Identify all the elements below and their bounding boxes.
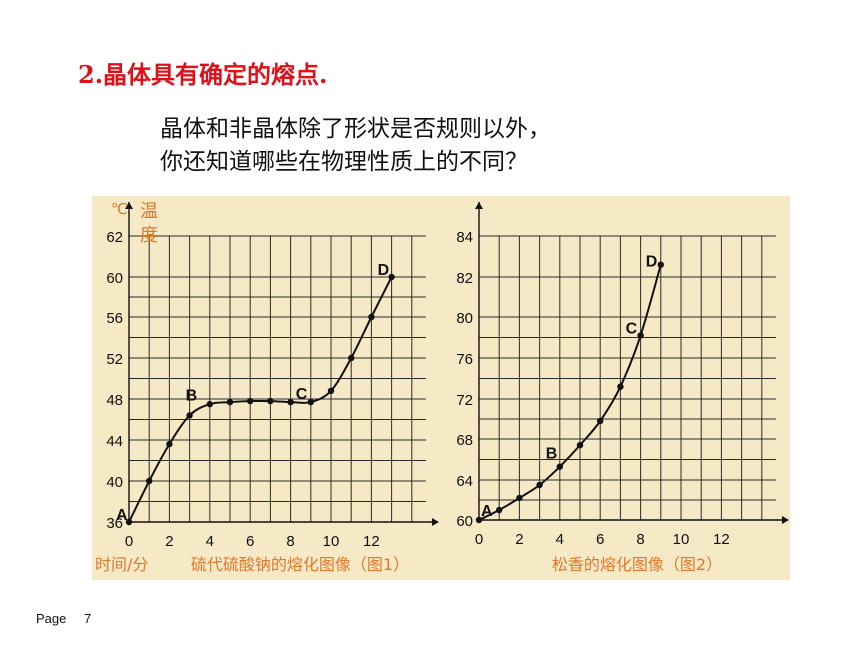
- slide-heading: 2.晶体具有确定的熔点.: [78, 60, 328, 89]
- point-label-b: B: [546, 446, 558, 463]
- data-point: [496, 506, 503, 514]
- y-tick-label: 84: [456, 229, 473, 246]
- y-tick-label: 80: [456, 310, 473, 327]
- y-tick-label: 52: [106, 351, 123, 368]
- data-point: [516, 494, 523, 502]
- melting-curve: [478, 264, 662, 521]
- chart-2-grid: [479, 235, 776, 520]
- data-point: [475, 516, 483, 524]
- x-tick-label: 4: [556, 531, 564, 548]
- x-tick-label: 6: [596, 531, 604, 548]
- data-point: [617, 383, 624, 390]
- y-tick-label: 36: [106, 515, 123, 532]
- x-axis-arrow: [431, 518, 439, 526]
- y-tick-label: 72: [456, 392, 473, 409]
- chart-1-grid: [129, 235, 426, 522]
- data-point: [146, 477, 153, 485]
- data-point: [388, 273, 395, 281]
- y-tick-label: 60: [456, 513, 473, 530]
- y-axis-label-char: 度: [140, 225, 158, 246]
- slide-footer: Page 7: [36, 611, 105, 626]
- x-axis-label: 时间/分: [95, 555, 148, 574]
- x-tick-label: 0: [475, 531, 483, 548]
- data-point: [267, 397, 274, 405]
- page-label: Page: [36, 611, 67, 626]
- data-point: [307, 398, 314, 406]
- chart-1: 36 40 44 48 52 56 60 62 0 2 4 6 8 10 12 A B C D 硫代硫酸钠的熔化图像（…: [95, 200, 439, 574]
- x-tick-label: 10: [673, 531, 690, 548]
- point-label-b: B: [186, 387, 198, 404]
- page-number: 7: [84, 611, 92, 626]
- y-tick-label: 68: [456, 432, 473, 449]
- melting-graphs-figure: 36 40 44 48 52 56 60 62 0 2 4 6 8 10 12 A B C D 硫代硫酸钠的熔化图像（…: [92, 196, 790, 580]
- point-label-a: A: [481, 503, 493, 520]
- data-point: [657, 261, 664, 268]
- x-tick-label: 6: [246, 533, 254, 550]
- y-tick-label: 44: [106, 433, 123, 450]
- data-point: [287, 398, 294, 406]
- data-point: [125, 518, 133, 526]
- x-tick-label: 2: [165, 533, 173, 550]
- y-tick-label: 76: [456, 351, 473, 368]
- y-tick-label: 40: [106, 474, 123, 491]
- y-tick-label: 56: [106, 310, 123, 327]
- point-label-a: A: [116, 507, 128, 524]
- point-label-d: D: [646, 254, 658, 271]
- melting-curve: [128, 276, 393, 523]
- x-tick-label: 10: [323, 533, 340, 550]
- chart-2-title: 松香的熔化图像（图2）: [552, 555, 722, 574]
- chart-1-axes: [128, 202, 432, 523]
- data-point: [247, 397, 254, 405]
- y-tick-label: 62: [106, 229, 123, 246]
- data-point: [637, 332, 644, 339]
- chart-2-axes: [478, 202, 782, 521]
- question-line-2: 你还知道哪些在物理性质上的不同？: [160, 149, 528, 175]
- data-point: [206, 400, 213, 408]
- data-point: [556, 463, 563, 470]
- y-tick-label: 82: [456, 270, 473, 287]
- x-tick-label: 4: [206, 533, 214, 550]
- y-axis-arrow: [125, 202, 133, 209]
- y-tick-label: 48: [106, 392, 123, 409]
- data-point: [348, 354, 355, 362]
- data-point: [186, 412, 193, 419]
- y-axis-label-char: 温: [140, 201, 158, 222]
- question-line-1: 晶体和非晶体除了形状是否规则以外，: [160, 116, 551, 142]
- x-tick-label: 8: [286, 533, 294, 550]
- point-label-c: C: [296, 386, 308, 403]
- data-point: [576, 441, 584, 449]
- question-text: 晶体和非晶体除了形状是否规则以外， 你还知道哪些在物理性质上的不同？: [160, 113, 551, 179]
- point-label-d: D: [378, 262, 390, 279]
- chart-1-title: 硫代硫酸钠的熔化图像（图1）: [191, 555, 409, 574]
- point-label-c: C: [626, 320, 638, 337]
- data-point: [597, 417, 604, 425]
- data-point: [536, 481, 543, 489]
- y-axis-arrow: [475, 202, 483, 209]
- y-tick-label: 60: [106, 270, 123, 287]
- x-axis-arrow: [781, 516, 789, 524]
- y-tick-label: 64: [456, 473, 473, 490]
- x-tick-label: 12: [363, 533, 380, 550]
- x-tick-label: 2: [515, 531, 523, 548]
- data-point: [368, 313, 375, 321]
- x-tick-label: 12: [713, 531, 730, 548]
- data-point: [226, 398, 234, 406]
- data-point: [327, 387, 335, 394]
- data-point: [166, 440, 173, 448]
- x-tick-label: 0: [125, 533, 133, 550]
- y-axis-unit: ℃: [111, 200, 128, 218]
- x-tick-label: 8: [636, 531, 644, 548]
